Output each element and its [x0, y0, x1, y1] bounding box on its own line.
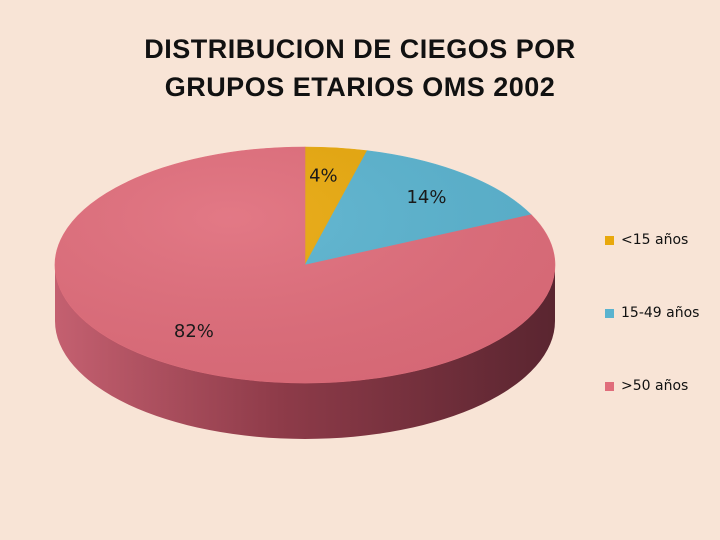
chart-title-line-1: DISTRIBUCION DE CIEGOS POR [144, 34, 576, 64]
legend-item-15-49: 15-49 años [605, 303, 699, 323]
pie-data-label-1: 14% [406, 187, 446, 208]
pie-data-label-2: 82% [174, 321, 214, 342]
pie-data-labels: 4% 14% 82% [174, 166, 447, 342]
legend-label: >50 años [621, 378, 689, 394]
legend-item-under-15: <15 años [605, 230, 699, 250]
legend-swatch [605, 381, 614, 391]
chart-title-line-2: GRUPOS ETARIOS OMS 2002 [164, 72, 556, 102]
legend-label: <15 años [621, 232, 689, 248]
pie-top-sheen [55, 147, 555, 383]
pie-side-wall [55, 265, 555, 439]
pie-side-face [55, 265, 555, 439]
legend-item-over-50: >50 años [605, 376, 699, 396]
pie-slices [54, 146, 556, 384]
legend-swatch [605, 235, 614, 245]
legend: <15 años 15-49 años >50 años [605, 230, 699, 396]
chart-title: DISTRIBUCION DE CIEGOS POR GRUPOS ETARIO… [0, 30, 720, 106]
legend-swatch [605, 308, 614, 318]
pie-data-label-0: 4% [309, 166, 338, 187]
legend-label: 15-49 años [621, 305, 700, 321]
